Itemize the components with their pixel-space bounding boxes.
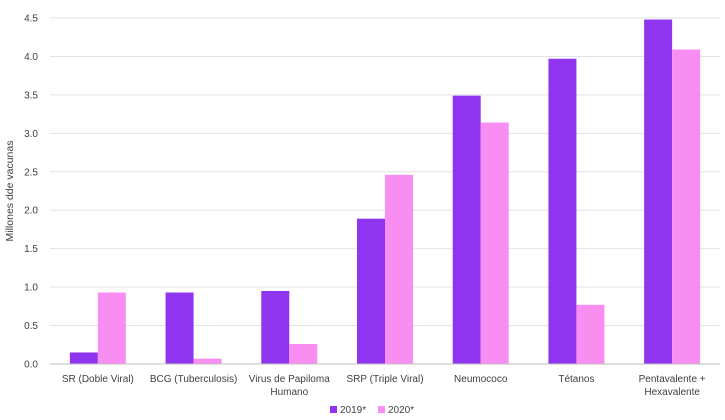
y-tick-label: 1.0 (24, 283, 38, 294)
bar-2020-3 (385, 174, 413, 364)
x-axis-categories: SR (Doble Viral) BCG (Tuberculosis) Virus … (62, 374, 706, 398)
bar-2020-1 (193, 358, 222, 364)
x-category-label: SR (Doble Viral) (62, 374, 134, 385)
bar-2020-6 (672, 49, 701, 364)
x-category-label: Neumococo (454, 374, 508, 385)
bar-2019-3 (357, 218, 385, 364)
y-tick-label: 3.5 (24, 90, 38, 101)
legend-label: 2020* (388, 405, 414, 416)
bar-2020-4 (480, 122, 509, 365)
legend: 2019* 2020* (330, 405, 414, 416)
y-axis-ticks: 0.0 0.5 1.0 1.5 2.0 2.5 3.0 3.5 4.0 4.5 (24, 14, 38, 371)
bar-2019-2 (261, 290, 290, 364)
bar-2020-0 (97, 292, 126, 364)
bar-2019-4 (452, 95, 481, 364)
gridlines (50, 17, 720, 327)
x-category-label: Virus de Papiloma (249, 374, 330, 385)
y-tick-label: 1.5 (24, 244, 38, 255)
bar-2019-6 (644, 19, 673, 364)
y-tick-label: 4.5 (24, 14, 38, 25)
x-category-label: Pentavalente + (639, 374, 706, 385)
y-tick-label: 3.0 (24, 129, 38, 140)
bar-2019-5 (548, 58, 577, 365)
y-tick-label: 2.0 (24, 206, 38, 217)
bar-2019-0 (69, 352, 98, 364)
x-category-label: Hexavalente (644, 387, 700, 398)
x-category-label: Humano (270, 387, 308, 398)
y-tick-label: 4.0 (24, 52, 38, 63)
bar-2019-1 (165, 292, 194, 364)
y-tick-label: 0.5 (24, 321, 38, 332)
x-category-label: BCG (Tuberculosis) (150, 374, 237, 385)
y-axis-label: Millones dde vacunas (4, 141, 16, 242)
bar-2020-2 (289, 344, 318, 364)
legend-swatch (330, 406, 337, 413)
x-category-label: SRP (Triple Viral) (346, 374, 423, 385)
bar-2020-5 (576, 304, 605, 364)
x-category-label: Tétanos (558, 374, 594, 385)
legend-label: 2019* (340, 405, 366, 416)
legend-swatch (378, 406, 385, 413)
bars (69, 19, 701, 365)
y-tick-label: 0.0 (24, 360, 38, 371)
y-tick-label: 2.5 (24, 167, 38, 178)
